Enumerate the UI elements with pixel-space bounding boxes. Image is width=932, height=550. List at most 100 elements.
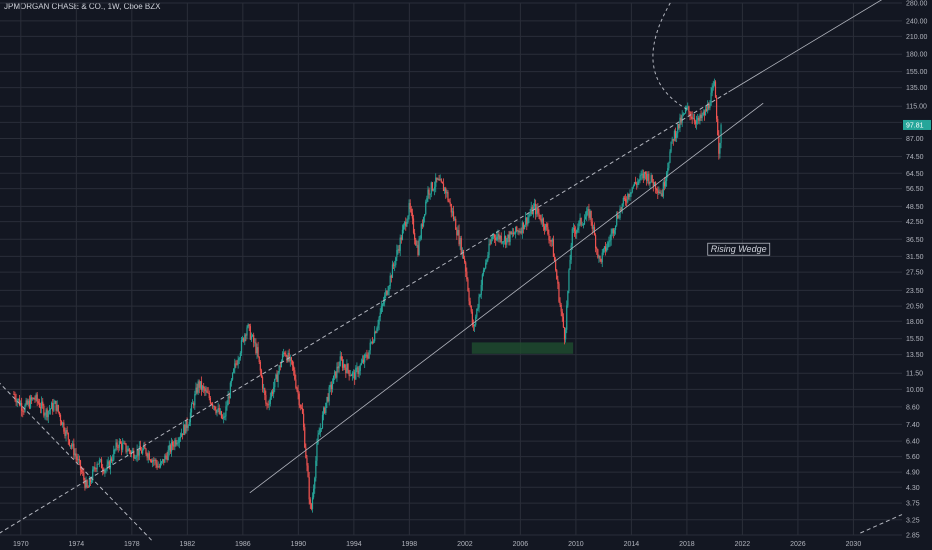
y-tick-label: 13.50 [906,352,924,359]
candle-body [652,181,654,186]
candle-body [308,477,310,500]
candle-body [377,324,379,329]
candle-body [481,274,483,285]
candle-body [316,443,318,461]
candle-body [427,189,429,199]
upper-channel-line[interactable] [728,0,902,93]
last-price-badge [903,119,931,130]
chart-title: JPMORGAN CHASE & CO., 1W, Cboe BZX [4,2,161,11]
candle-body [297,390,299,394]
candle-body [673,131,676,141]
candle-body [199,381,201,388]
candle-body [656,189,658,191]
candle-body [562,316,565,328]
candle-body [475,316,477,325]
candle-body [371,341,374,343]
candle-body [473,324,476,327]
candle-body [660,193,662,195]
y-tick-label: 74.50 [906,154,924,161]
candle-body [175,440,177,445]
candle-body [176,443,178,445]
candle-body [19,403,22,406]
candle-body [331,383,334,390]
candle-body [416,245,418,247]
candle-body [251,335,254,337]
dashed-corner-line[interactable] [860,514,903,534]
candle-body [260,370,263,378]
candle-body [298,393,300,406]
candle-body [693,118,696,122]
candle-body [394,264,396,266]
candle-body [547,227,549,235]
candle-body [684,108,687,114]
candle-body [672,139,674,141]
x-tick-label: 1990 [291,541,307,548]
candle-body [555,261,557,271]
y-tick-label: 3.75 [906,501,920,508]
dashed-arc[interactable] [652,2,688,110]
candle-body [692,118,694,120]
candle-body [440,179,442,182]
candle-body [590,210,592,222]
candle-body [477,307,479,309]
candle-body [224,416,226,418]
candle-body [503,236,506,242]
dashed-trendline[interactable] [0,91,729,537]
candle-body [634,182,637,184]
candle-body [38,403,41,408]
candle-body [58,411,60,416]
candle-body [568,269,570,291]
candle-body [583,219,586,225]
candle-body [626,201,628,203]
candle-body [520,231,522,234]
candle-body [285,354,287,357]
candle-body [153,460,155,461]
candle-body [405,221,407,227]
candle-body [144,445,146,449]
candle-body [676,133,678,139]
candle-body [367,357,369,359]
y-tick-label: 5.60 [906,454,920,461]
candle-body [123,442,125,444]
candle-body [644,171,647,175]
candle-body [404,221,406,226]
candle-body [226,405,228,407]
candle-body [78,459,80,461]
candle-body [210,403,213,405]
candle-body [525,217,527,226]
candle-body [154,459,156,461]
candle-body [243,337,245,342]
candle-body [94,467,96,469]
candle-body [43,405,45,416]
x-tick-label: 2018 [679,541,695,548]
candle-body [501,241,503,243]
dashed-downtrend-line[interactable] [0,376,154,542]
candle-body [699,114,701,121]
candle-body [33,397,35,400]
candle-body [167,450,169,461]
candle-body [73,443,75,456]
candle-body [310,504,312,510]
candle-body [640,175,642,176]
candle-body [35,394,37,400]
candle-body [265,395,267,404]
rising-wedge-label-box[interactable] [707,242,771,256]
candle-body [370,341,372,343]
candle-body [114,449,116,451]
candle-body [565,329,567,340]
candle-body [687,106,689,108]
candle-body [711,87,713,93]
candle-body [21,403,23,411]
candle-body [384,295,386,303]
candle-body [245,334,247,336]
candle-body [651,175,653,182]
candle-body [522,222,525,230]
x-tick-label: 1978 [124,541,140,548]
candle-body [488,243,490,256]
support-zone[interactable] [471,342,574,354]
candle-body [259,362,261,371]
candle-body [276,374,278,382]
lower-wedge-line[interactable] [249,102,764,494]
candle-body [631,187,633,193]
